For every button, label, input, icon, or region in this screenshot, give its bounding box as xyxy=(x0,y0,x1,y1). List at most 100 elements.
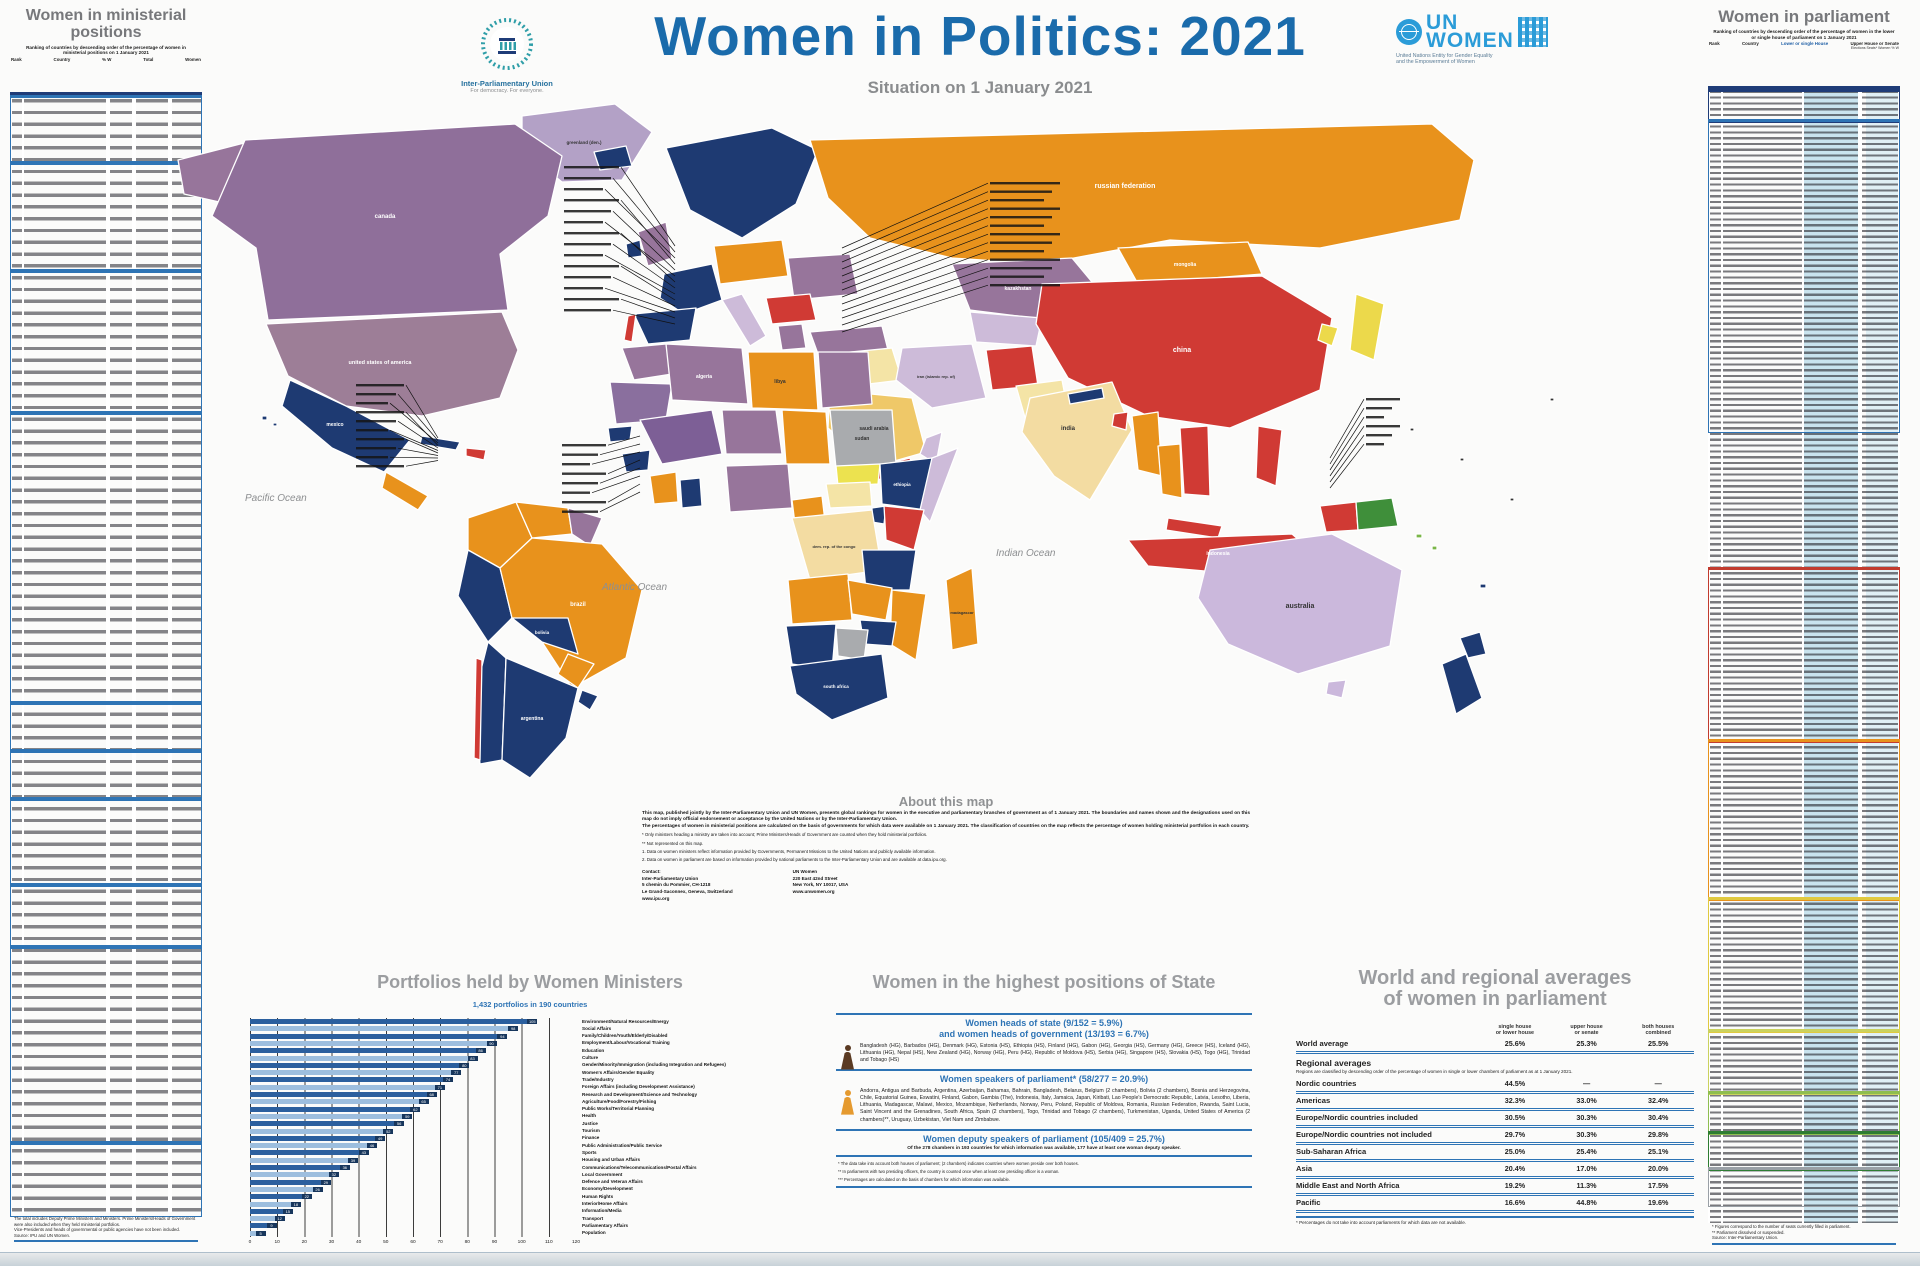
speakers-countries: Andorra, Antigua and Barbuda, Argentina,… xyxy=(836,1086,1252,1126)
averages-row: Sub-Saharan Africa 25.0% 25.4% 25.1% xyxy=(1296,1145,1694,1162)
country-egypt xyxy=(817,351,873,409)
country-italy xyxy=(721,293,767,347)
bar-value-label: 9 xyxy=(266,1223,277,1229)
sidebar-women-in-parliament: Women in parliament Ranking of countries… xyxy=(1706,6,1902,1245)
positions-footnote-3: *** Percentages are calculated on the ba… xyxy=(838,1176,1011,1182)
x-tick-label: 20 xyxy=(301,1240,307,1245)
unwomen-contact-block: UN Women 220 East 42nd Street New York, NY… xyxy=(792,869,849,894)
x-tick-label: 30 xyxy=(328,1240,335,1245)
bar-category-label: Foreign Affairs (including Development A… xyxy=(582,1084,695,1090)
bar-category-label: Finance xyxy=(582,1135,600,1141)
x-tick-label: 40 xyxy=(356,1240,362,1245)
map-label: mexico xyxy=(326,422,343,428)
map-label: ethiopia xyxy=(893,482,911,487)
poster-subtitle: Situation on 1 January 2021 xyxy=(867,78,1093,97)
bar xyxy=(250,1033,506,1039)
chart-category-labels: Environment/Natural Resources/Energy Soci… xyxy=(582,1018,832,1240)
parliament-ranking-table xyxy=(1708,86,1900,1223)
un-women-logo: UN WOMEN United Nations Entity for Gender… xyxy=(1396,11,1586,66)
about-paragraph-2: The percentages of women in ministerial … xyxy=(642,823,1250,829)
country-iceland xyxy=(593,145,633,171)
country-algeria xyxy=(665,343,749,405)
bar-value-label: 59 xyxy=(402,1113,413,1119)
averages-row: Middle East and North Africa 19.2% 11.3% 17… xyxy=(1296,1179,1694,1196)
bar xyxy=(250,1113,411,1119)
map-label: russian federation xyxy=(1095,183,1156,190)
sidebar-ministerial-positions: Women in ministerial positions Ranking o… xyxy=(8,6,204,1243)
country-portugal xyxy=(623,313,637,343)
bar-category-label: Social Affairs xyxy=(582,1025,612,1031)
country-afghanistan xyxy=(985,345,1039,391)
micronesia-dot xyxy=(1409,427,1415,432)
country-myanmar xyxy=(1131,411,1163,477)
map-label-leader-lines xyxy=(356,166,1400,513)
map-label: mongolia xyxy=(1174,262,1196,268)
country-japan xyxy=(1349,293,1385,361)
bar-category-label: Public Administration/Public Service xyxy=(582,1142,662,1148)
averages-row: Pacific 16.6% 44.8% 19.6% xyxy=(1296,1196,1694,1213)
x-tick-label: 110 xyxy=(544,1240,553,1245)
x-tick-label: 50 xyxy=(383,1240,389,1245)
bar-value-label: 83 xyxy=(467,1055,478,1061)
world-map: russian federation canada united states of… xyxy=(177,103,1555,779)
deputy-speakers-note: Of the 278 chambers in 193 countries for… xyxy=(907,1146,1181,1152)
chart-x-axis: 0 10 20 30 40 50 60 70 80 90 100 110 120 xyxy=(249,1240,590,1250)
bar xyxy=(250,1106,419,1112)
map-country-labels: russian federation canada united states of… xyxy=(326,140,1314,722)
bar xyxy=(250,1128,392,1134)
ranking-rows-texture xyxy=(1708,89,1900,1223)
about-paragraph-1: This map, published jointly by the Inter… xyxy=(642,811,1250,823)
map-label: iran (islamic rep. of) xyxy=(917,374,956,379)
bar-category-label: Culture xyxy=(582,1055,599,1060)
x-tick-label: 90 xyxy=(491,1240,498,1245)
bar xyxy=(250,1172,337,1178)
country-cote-divoire xyxy=(649,471,679,505)
bar-category-label: Education xyxy=(582,1047,605,1053)
country-uruguay xyxy=(577,689,599,711)
solomon-islands xyxy=(1415,533,1423,539)
sidebar-right-subcolumns: Elections Seats* Women % W xyxy=(1850,46,1899,51)
sidebar-right-column-headers: Rank Country Lower or single House Upper … xyxy=(1709,41,1899,47)
bar-value-label: 49 xyxy=(375,1135,386,1141)
country-nepal xyxy=(1067,387,1105,405)
hawaii xyxy=(261,415,268,421)
bar xyxy=(250,1099,427,1105)
map-label: canada xyxy=(375,214,396,220)
country-ukraine xyxy=(787,253,859,301)
bar xyxy=(250,1092,435,1097)
un-women-wordmark: UN WOMEN xyxy=(1426,11,1514,52)
averages-world-row: World average 25.6% 25.3% 25.5% xyxy=(1296,1037,1694,1054)
bar xyxy=(250,1194,310,1200)
country-somalia xyxy=(919,447,959,523)
map-label: libya xyxy=(774,379,786,385)
bar-value-label: 74 xyxy=(443,1077,453,1083)
bar-value-label: 52 xyxy=(383,1128,394,1134)
averages-row: Europe/Nordic countries included 30.5% 30.… xyxy=(1296,1111,1694,1128)
map-label: dem. rep. of the congo xyxy=(813,544,856,549)
portfolios-bar-chart: 105 98 94 90 86 83 80 77 74 71 68 65 62 59 56 52 49 46 43 3… xyxy=(250,1018,576,1237)
positions-of-state-box: Women heads of state (9/152 = 5.9%) and … xyxy=(836,1010,1252,1191)
bar-value-label: 32 xyxy=(328,1172,339,1178)
bar xyxy=(250,1077,451,1083)
bar-category-label: Interior/Home Affairs xyxy=(582,1201,628,1206)
sidebar-left-subtitle: Ranking of countries by descending order… xyxy=(26,44,186,56)
about-note-4: 2. Data on women in parliament are based… xyxy=(642,856,947,862)
map-label: united states of america xyxy=(349,360,413,366)
bar-category-label: Gender/Minority/Immigration (including I… xyxy=(582,1062,726,1068)
map-label: greenland (den.) xyxy=(566,140,602,145)
about-note-2: ** Not represented on this map. xyxy=(642,840,704,846)
country-mongolia xyxy=(1117,241,1263,285)
country-kenya xyxy=(883,505,925,551)
country-papua-new-guinea xyxy=(1355,497,1399,531)
bar xyxy=(250,1026,517,1032)
bar-value-label: 77 xyxy=(451,1070,462,1076)
positions-footnote-1: * The data take into account both houses… xyxy=(838,1161,1079,1167)
country-india xyxy=(1021,381,1133,501)
bar-category-label: Employment/Labour/Vocational Training xyxy=(582,1040,670,1046)
averages-table-box: World and regional averages of women in … xyxy=(1296,968,1694,1225)
averages-footnote: * Percentages do not take into account p… xyxy=(1296,1215,1694,1225)
bar-category-label: Population xyxy=(582,1230,606,1236)
bar-value-label: 71 xyxy=(434,1084,445,1090)
bar-value-label: 94 xyxy=(497,1033,508,1039)
bar-value-label: 105 xyxy=(527,1019,538,1024)
